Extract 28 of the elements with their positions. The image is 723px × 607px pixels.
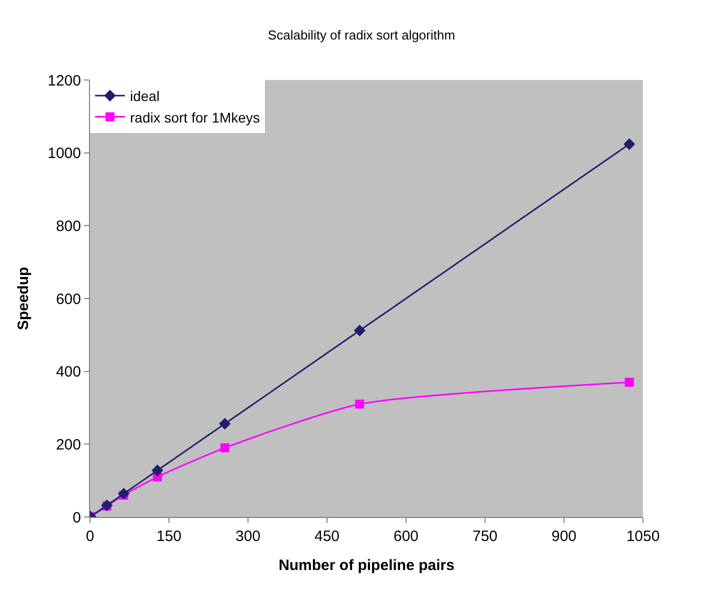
y-tick-label: 800	[56, 218, 81, 235]
chart-title: Scalability of radix sort algorithm	[268, 27, 456, 42]
x-tick-label: 450	[314, 528, 340, 545]
x-tick-label: 600	[393, 528, 419, 545]
y-tick-label: 600	[56, 290, 81, 308]
legend-label: ideal	[130, 88, 160, 104]
x-tick-label: 300	[235, 528, 261, 545]
point	[152, 464, 164, 476]
point	[220, 443, 230, 452]
x-tick-label: 750	[472, 528, 498, 545]
x-tick-label: 150	[156, 528, 182, 545]
y-tick-label: 1200	[48, 72, 81, 90]
x-tick-label: 900	[551, 528, 577, 545]
y-tick-label: 200	[56, 436, 81, 454]
point	[623, 138, 636, 150]
point	[118, 488, 130, 500]
legend-label: radix sort for 1Mkeys	[130, 109, 260, 126]
x-tick-label: 0	[86, 528, 94, 545]
point	[624, 378, 634, 387]
y-tick-label: 0	[72, 509, 81, 526]
y-axis-title: Speedup	[14, 266, 32, 330]
y-tick-label: 1000	[48, 145, 81, 162]
point	[354, 324, 366, 336]
point	[218, 418, 231, 430]
x-axis-title: Number of pipeline pairs	[278, 557, 454, 574]
x-tick-label: 1050	[626, 528, 660, 545]
point	[355, 400, 364, 409]
y-tick-label: 400	[56, 364, 81, 381]
